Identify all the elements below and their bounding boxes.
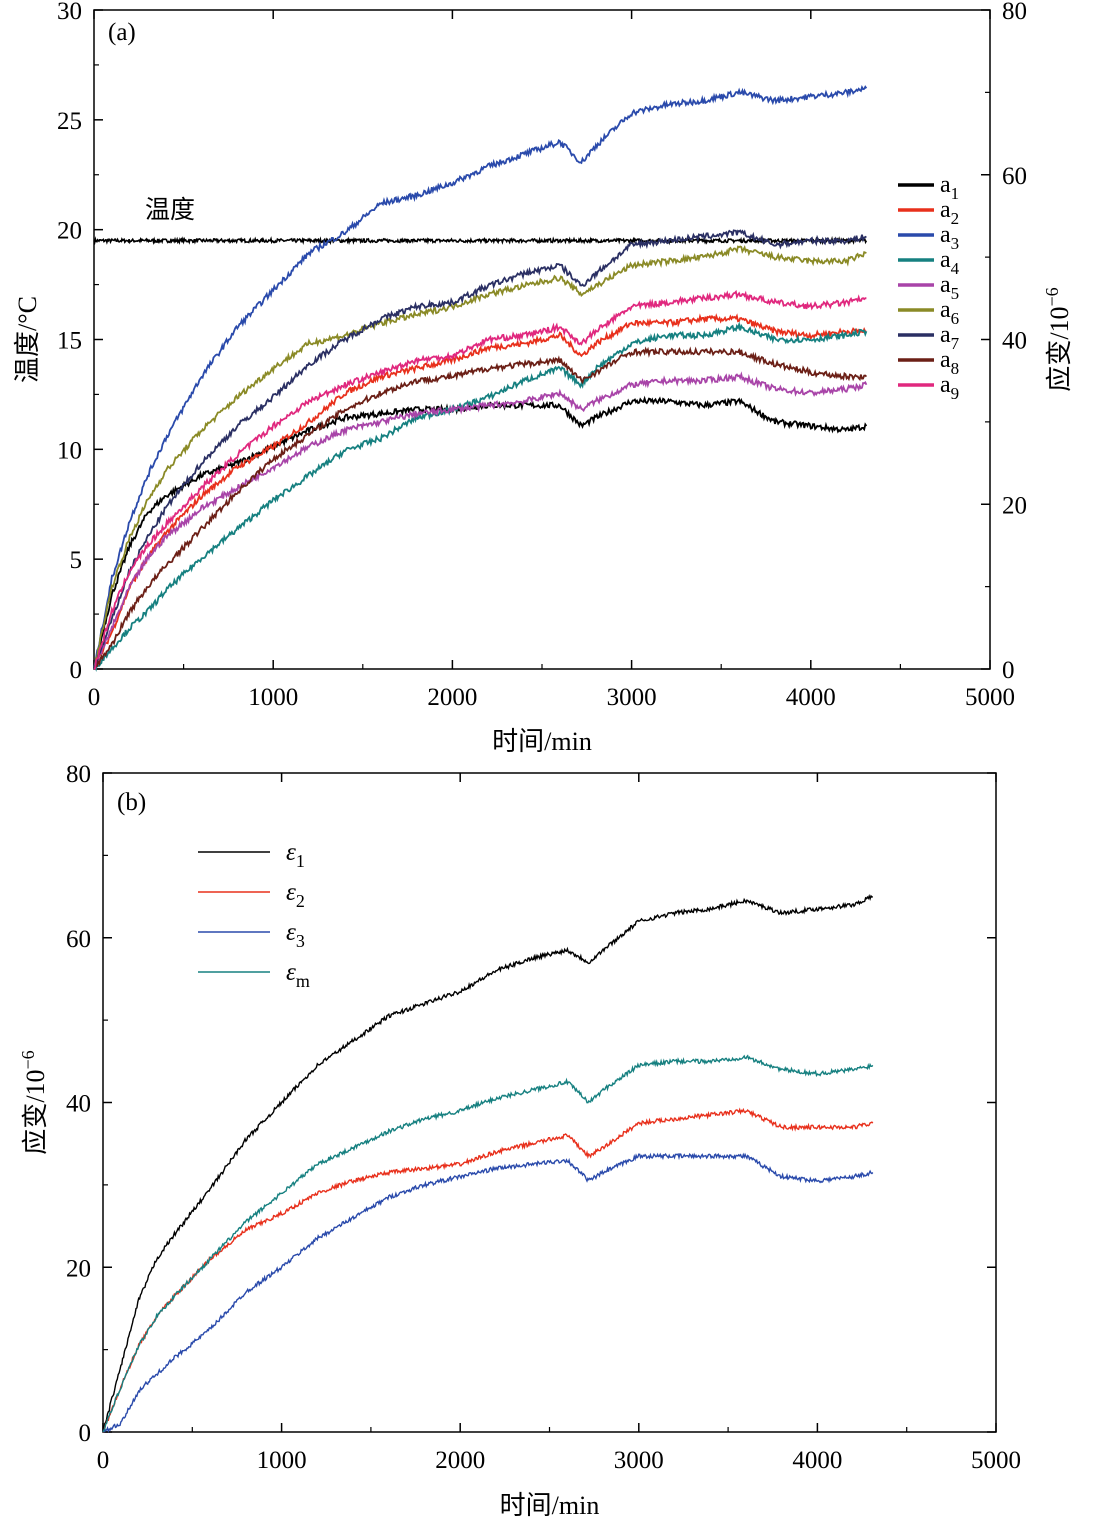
- chart-a: 0 1000 2000 3000 4000 50000510152025300204060…: [13, 0, 1074, 756]
- y-tick-label-right-a: 60: [1002, 163, 1027, 190]
- legend-label-eps-m-base: ε: [286, 959, 296, 986]
- legend-label-a6-sub: 6: [951, 309, 960, 328]
- y-tick-label-b: 60: [66, 926, 91, 953]
- series-temperature: [93, 235, 868, 246]
- legend-label-a6-base: a: [940, 297, 951, 323]
- y-tick-label-left-a: 25: [57, 108, 82, 135]
- x-tick-label-b: 2000: [435, 1447, 485, 1474]
- y-tick-label-left-a: 20: [57, 218, 82, 245]
- x-tick-label-b: 5000: [971, 1447, 1021, 1474]
- legend-label-eps-2: ε2: [286, 879, 305, 911]
- legend-label-a4-base: a: [940, 247, 951, 273]
- plot-frame-b: [102, 772, 997, 1433]
- x-tick-label-b: 1000: [257, 1447, 307, 1474]
- x-tick-label-b: 3000: [614, 1447, 664, 1474]
- series-a9: [93, 289, 867, 670]
- legend-label-eps-1-sub: 1: [296, 851, 305, 871]
- y-tick-label-left-a: 10: [57, 437, 82, 464]
- y-axis-label-right-a-base: 应变/10: [1045, 306, 1074, 391]
- legend-label-eps-m-sub: m: [296, 971, 310, 991]
- y-axis-label-b-base: 应变/10: [21, 1069, 50, 1154]
- x-axis-label-b: 时间/min: [500, 1491, 600, 1520]
- legend-label-a5-base: a: [940, 272, 951, 298]
- y-axis-label-left-a: 温度/°C: [13, 296, 42, 383]
- x-tick-label-a: 4000: [786, 684, 836, 711]
- x-axis-label-a: 时间/min: [492, 727, 592, 756]
- legend-label-a6: a6: [940, 297, 959, 328]
- legend-label-eps-1: ε1: [286, 839, 305, 871]
- legend-label-eps-3-base: ε: [286, 919, 296, 946]
- y-tick-label-right-a: 0: [1002, 657, 1015, 684]
- y-axis-label-right-a-exp: −6: [1042, 287, 1062, 306]
- legend-label-a8: a8: [940, 347, 959, 378]
- legend-label-a5: a5: [940, 272, 959, 303]
- legend-label-a1-base: a: [940, 172, 951, 198]
- legend-label-eps-2-base: ε: [286, 879, 296, 906]
- series-a2: [93, 313, 867, 670]
- legend-label-a1-sub: 1: [951, 184, 960, 203]
- x-tick-label-a: 5000: [965, 684, 1015, 711]
- x-tick-label-a: 3000: [607, 684, 657, 711]
- legend-label-a3: a3: [940, 222, 959, 253]
- x-tick-label-a: 1000: [248, 684, 298, 711]
- legend-label-eps-3-sub: 3: [296, 931, 305, 951]
- legend-label-a8-sub: 8: [951, 359, 960, 378]
- legend-label-a9-sub: 9: [951, 384, 960, 403]
- legend-label-a7-sub: 7: [951, 334, 960, 353]
- legend-label-a2-base: a: [940, 197, 951, 223]
- chart-b: 0 1000 2000 3000 4000 5000 0 20 40 60 80 (b) 时间/min 应…: [18, 761, 1021, 1520]
- x-tick-label-a: 0: [88, 684, 101, 711]
- y-tick-label-right-a: 40: [1002, 328, 1027, 355]
- y-tick-label-right-a: 80: [1002, 0, 1027, 25]
- legend-label-a1: a1: [940, 172, 959, 203]
- series-a7: [93, 229, 867, 670]
- series-eps-m: [102, 1054, 874, 1433]
- legend-label-eps-1-base: ε: [286, 839, 296, 866]
- y-tick-label-left-a: 5: [70, 547, 83, 574]
- legend-label-a7-base: a: [940, 322, 951, 348]
- legend-label-eps-3: ε3: [286, 919, 305, 951]
- y-tick-label-b: 40: [66, 1091, 91, 1118]
- x-tick-label-b: 0: [97, 1447, 110, 1474]
- series-a1: [93, 395, 868, 670]
- y-tick-label-b: 0: [79, 1420, 92, 1447]
- series-a5: [93, 371, 868, 670]
- y-tick-label-b: 80: [66, 761, 91, 788]
- legend-label-eps-2-sub: 2: [296, 891, 305, 911]
- y-axis-label-right-a: 应变/10−6: [1042, 287, 1074, 391]
- annotation-temperature: 温度: [145, 196, 195, 224]
- legend-label-a3-sub: 3: [951, 234, 960, 253]
- y-tick-label-left-a: 30: [57, 0, 82, 25]
- legend-label-eps-m: εm: [286, 959, 310, 991]
- y-tick-label-right-a: 20: [1002, 492, 1027, 519]
- legend-label-a4-sub: 4: [951, 259, 960, 278]
- x-tick-label-b: 4000: [792, 1447, 842, 1474]
- series-eps-3: [102, 1152, 874, 1433]
- y-axis-label-b: 应变/10−6: [18, 1050, 50, 1154]
- series-eps-2: [102, 1107, 874, 1433]
- legend-label-a3-base: a: [940, 222, 951, 248]
- y-tick-label-left-a: 0: [70, 657, 83, 684]
- series-a8: [93, 346, 868, 670]
- legend-label-a2-sub: 2: [951, 209, 960, 228]
- legend-label-a8-base: a: [940, 347, 951, 373]
- series-eps-1: [102, 894, 874, 1433]
- y-tick-label-b: 20: [66, 1255, 91, 1282]
- legend-label-a4: a4: [940, 247, 960, 278]
- legend-label-a9-base: a: [940, 372, 951, 398]
- panel-label-a: (a): [108, 19, 136, 46]
- series-a4: [93, 321, 868, 673]
- legend-label-a7: a7: [940, 322, 960, 353]
- y-axis-label-b-exp: −6: [18, 1050, 38, 1069]
- legend-label-a5-sub: 5: [951, 284, 960, 303]
- y-tick-label-left-a: 15: [57, 328, 82, 355]
- panel-label-b: (b): [117, 789, 146, 816]
- x-tick-label-a: 2000: [427, 684, 477, 711]
- legend-label-a2: a2: [940, 197, 959, 228]
- legend-label-a9: a9: [940, 372, 959, 403]
- series-a3: [93, 85, 868, 670]
- series-a6: [93, 245, 867, 670]
